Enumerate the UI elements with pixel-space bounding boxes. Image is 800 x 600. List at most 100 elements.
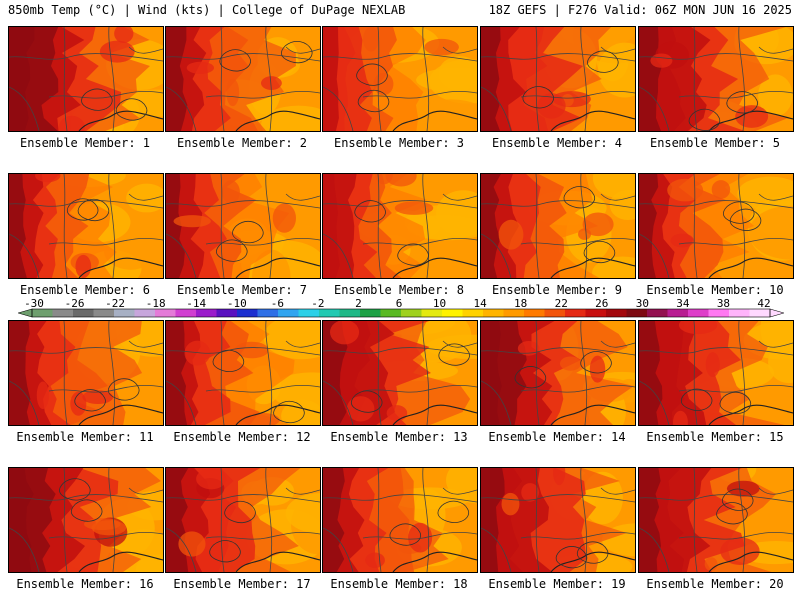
colorbar-swatch xyxy=(175,309,197,317)
map-title: 850mb Temp (°C) | Wind (kts) | College o… xyxy=(8,3,406,17)
ensemble-member-map xyxy=(165,173,321,279)
ensemble-member-label: Ensemble Member: 10 xyxy=(646,283,784,297)
ensemble-member-map xyxy=(322,173,478,279)
colorbar-swatch xyxy=(237,309,258,317)
ensemble-member-map xyxy=(480,320,636,426)
ensemble-member-map xyxy=(480,173,636,279)
colorbar-tick-label: 34 xyxy=(676,297,690,310)
colorbar-swatch xyxy=(52,309,74,317)
colorbar-tick-label: 22 xyxy=(554,297,568,310)
colorbar-swatch xyxy=(524,309,545,317)
ensemble-member-label: Ensemble Member: 3 xyxy=(333,136,465,150)
colorbar-tick-label: 26 xyxy=(595,297,609,310)
colorbar-swatch xyxy=(257,309,279,317)
colorbar-swatch xyxy=(421,309,443,317)
colorbar-tick-label: -26 xyxy=(64,297,85,310)
ensemble-member-label: Ensemble Member: 16 xyxy=(16,577,154,591)
colorbar-swatch xyxy=(708,309,730,317)
colorbar-swatch xyxy=(319,309,340,317)
ensemble-member-map xyxy=(638,320,794,426)
colorbar-swatch xyxy=(483,309,504,317)
colorbar-max-arrow xyxy=(769,308,784,318)
colorbar-swatch xyxy=(114,309,135,317)
colorbar-tick-label: 10 xyxy=(432,297,447,310)
ensemble-member-label: Ensemble Member: 7 xyxy=(176,283,308,297)
colorbar-tick-label: 6 xyxy=(395,297,403,310)
ensemble-member-map xyxy=(322,320,478,426)
ensemble-member-map xyxy=(8,173,164,279)
ensemble-member-map xyxy=(8,320,164,426)
colorbar-tick-label: 2 xyxy=(355,297,362,310)
colorbar-swatch xyxy=(462,309,484,317)
ensemble-member-label: Ensemble Member: 19 xyxy=(488,577,626,591)
colorbar-tick-label: -2 xyxy=(311,297,325,310)
colorbar-swatch xyxy=(606,309,627,317)
colorbar-min-arrow xyxy=(18,308,33,318)
ensemble-member-label: Ensemble Member: 12 xyxy=(173,430,311,444)
colorbar-swatch xyxy=(585,309,607,317)
colorbar-swatch xyxy=(503,309,525,317)
colorbar-swatch xyxy=(360,309,381,317)
colorbar-swatch xyxy=(32,309,53,317)
colorbar-tick-label: 18 xyxy=(514,297,528,310)
colorbar-swatch xyxy=(298,309,320,317)
colorbar-swatch xyxy=(667,309,689,317)
ensemble-member-map xyxy=(165,467,321,573)
colorbar-swatch xyxy=(380,309,402,317)
colorbar-swatch xyxy=(647,309,668,317)
ensemble-member-map xyxy=(322,467,478,573)
ensemble-member-map xyxy=(480,26,636,132)
colorbar-swatch xyxy=(749,309,771,317)
colorbar-tick-label: 38 xyxy=(716,297,731,310)
ensemble-member-label: Ensemble Member: 14 xyxy=(488,430,626,444)
colorbar-tick-label: 42 xyxy=(757,297,771,310)
colorbar-tick-label: -22 xyxy=(105,297,126,310)
ensemble-member-map xyxy=(8,467,164,573)
colorbar-tick-label: -30 xyxy=(24,297,44,310)
colorbar-swatch xyxy=(93,309,115,317)
ensemble-member-map xyxy=(638,173,794,279)
ensemble-member-map xyxy=(480,467,636,573)
ensemble-member-map xyxy=(638,467,794,573)
colorbar-swatch xyxy=(626,309,648,317)
colorbar-tick-label: 30 xyxy=(635,297,649,310)
colorbar-swatch xyxy=(442,309,463,317)
ensemble-member-label: Ensemble Member: 11 xyxy=(16,430,154,444)
colorbar-swatch xyxy=(401,309,422,317)
ensemble-member-label: Ensemble Member: 1 xyxy=(19,136,151,150)
ensemble-member-label: Ensemble Member: 17 xyxy=(173,577,311,591)
ensemble-member-map xyxy=(322,26,478,132)
colorbar-swatch xyxy=(339,309,361,317)
colorbar-tick-label: -6 xyxy=(270,297,284,310)
ensemble-member-map xyxy=(8,26,164,132)
ensemble-member-map xyxy=(165,26,321,132)
colorbar-swatch xyxy=(73,309,94,317)
colorbar-swatch xyxy=(565,309,586,317)
ensemble-member-label: Ensemble Member: 18 xyxy=(330,577,468,591)
colorbar-swatch xyxy=(155,309,176,317)
colorbar-tick-label: -14 xyxy=(186,297,207,310)
ensemble-member-label: Ensemble Member: 8 xyxy=(333,283,465,297)
ensemble-member-label: Ensemble Member: 13 xyxy=(330,430,468,444)
temperature-colorbar xyxy=(18,308,784,318)
colorbar-swatch xyxy=(196,309,217,317)
model-run-info: 18Z GEFS | F276 Valid: 06Z MON JUN 16 20… xyxy=(488,3,792,17)
colorbar-swatch xyxy=(216,309,238,317)
ensemble-member-label: Ensemble Member: 2 xyxy=(176,136,308,150)
colorbar-swatch xyxy=(544,309,566,317)
colorbar-tick-label: -10 xyxy=(226,297,247,310)
ensemble-member-map xyxy=(165,320,321,426)
ensemble-member-label: Ensemble Member: 9 xyxy=(491,283,623,297)
ensemble-member-label: Ensemble Member: 20 xyxy=(646,577,784,591)
colorbar-swatch xyxy=(688,309,709,317)
colorbar-swatch xyxy=(278,309,299,317)
ensemble-member-map xyxy=(638,26,794,132)
ensemble-member-label: Ensemble Member: 5 xyxy=(649,136,781,150)
colorbar-swatch xyxy=(134,309,156,317)
colorbar-tick-label: -18 xyxy=(145,297,166,310)
ensemble-member-label: Ensemble Member: 4 xyxy=(491,136,623,150)
ensemble-member-label: Ensemble Member: 15 xyxy=(646,430,784,444)
colorbar-swatch xyxy=(729,309,750,317)
colorbar-tick-label: 14 xyxy=(473,297,487,310)
ensemble-member-label: Ensemble Member: 6 xyxy=(19,283,151,297)
